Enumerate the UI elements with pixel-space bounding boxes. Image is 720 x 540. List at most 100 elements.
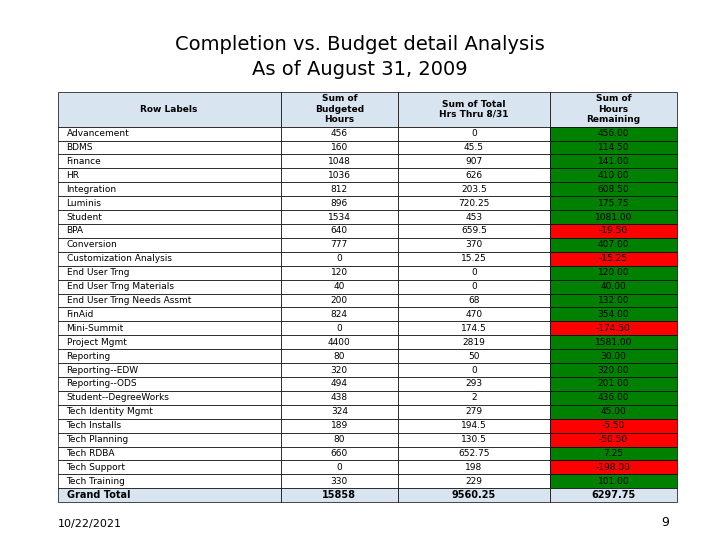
Text: Completion vs. Budget detail Analysis
As of August 31, 2009: Completion vs. Budget detail Analysis As… — [175, 35, 545, 79]
Text: 50: 50 — [468, 352, 480, 361]
Bar — [398, 363, 550, 377]
Bar — [398, 461, 550, 474]
Text: 10/22/2021: 10/22/2021 — [58, 519, 122, 529]
Bar — [281, 405, 398, 418]
Text: 174.5: 174.5 — [461, 324, 487, 333]
Bar — [398, 391, 550, 405]
Bar — [281, 349, 398, 363]
Text: 160: 160 — [330, 143, 348, 152]
Bar — [550, 418, 677, 433]
Text: 45.5: 45.5 — [464, 143, 484, 152]
Text: 370: 370 — [465, 240, 482, 249]
Bar — [550, 92, 677, 127]
Bar — [281, 391, 398, 405]
Bar — [281, 294, 398, 307]
Text: 120: 120 — [330, 268, 348, 277]
Text: -15.25: -15.25 — [599, 254, 628, 264]
Bar — [281, 433, 398, 447]
Text: HR: HR — [66, 171, 79, 180]
Bar — [398, 140, 550, 154]
Text: 0: 0 — [471, 282, 477, 291]
Text: 1048: 1048 — [328, 157, 351, 166]
Bar — [550, 335, 677, 349]
Text: Student--DegreeWorks: Student--DegreeWorks — [66, 393, 169, 402]
Bar — [281, 140, 398, 154]
Text: 640: 640 — [330, 226, 348, 235]
Bar — [58, 238, 281, 252]
Text: 9560.25: 9560.25 — [452, 490, 496, 500]
Text: 0: 0 — [471, 129, 477, 138]
Text: 0: 0 — [336, 463, 342, 472]
Bar — [398, 488, 550, 502]
Bar — [281, 418, 398, 433]
Bar — [550, 447, 677, 461]
Bar — [58, 196, 281, 210]
Text: 4400: 4400 — [328, 338, 351, 347]
Text: Advancement: Advancement — [66, 129, 130, 138]
Bar — [58, 418, 281, 433]
Bar — [550, 183, 677, 196]
Bar — [281, 210, 398, 224]
Text: Reporting: Reporting — [66, 352, 111, 361]
Bar — [550, 294, 677, 307]
Text: 1581.00: 1581.00 — [595, 338, 632, 347]
Bar — [550, 405, 677, 418]
Bar — [58, 210, 281, 224]
Bar — [58, 280, 281, 294]
Bar — [550, 266, 677, 280]
Text: Tech Support: Tech Support — [66, 463, 125, 472]
Bar — [550, 238, 677, 252]
Bar — [281, 92, 398, 127]
Bar — [550, 433, 677, 447]
Bar — [398, 210, 550, 224]
Text: -5.50: -5.50 — [602, 421, 625, 430]
Text: 652.75: 652.75 — [458, 449, 490, 458]
Text: 907: 907 — [465, 157, 482, 166]
Bar — [398, 92, 550, 127]
Bar — [281, 127, 398, 140]
Text: Tech RDBA: Tech RDBA — [66, 449, 115, 458]
Text: Tech Training: Tech Training — [66, 477, 125, 486]
Text: 2: 2 — [471, 393, 477, 402]
Text: Luminis: Luminis — [66, 199, 102, 208]
Text: 330: 330 — [330, 477, 348, 486]
Text: Student: Student — [66, 213, 102, 221]
Bar — [398, 252, 550, 266]
Bar — [58, 183, 281, 196]
Text: 141.00: 141.00 — [598, 157, 629, 166]
Bar — [398, 433, 550, 447]
Bar — [281, 474, 398, 488]
Bar — [281, 266, 398, 280]
Text: 407.00: 407.00 — [598, 240, 629, 249]
Text: 777: 777 — [330, 240, 348, 249]
Text: 40: 40 — [333, 282, 345, 291]
Text: 1081.00: 1081.00 — [595, 213, 632, 221]
Bar — [550, 488, 677, 502]
Bar — [58, 127, 281, 140]
Text: 200: 200 — [330, 296, 348, 305]
Bar — [281, 183, 398, 196]
Text: 130.5: 130.5 — [461, 435, 487, 444]
Bar — [550, 377, 677, 391]
Text: 80: 80 — [333, 352, 345, 361]
Text: 453: 453 — [465, 213, 482, 221]
Bar — [281, 168, 398, 183]
Bar — [281, 488, 398, 502]
Bar — [398, 168, 550, 183]
Bar — [550, 168, 677, 183]
Bar — [281, 377, 398, 391]
Text: 354.00: 354.00 — [598, 310, 629, 319]
Text: 456: 456 — [330, 129, 348, 138]
Text: Customization Analysis: Customization Analysis — [66, 254, 171, 264]
Text: -198.00: -198.00 — [596, 463, 631, 472]
Text: 15.25: 15.25 — [461, 254, 487, 264]
Bar — [550, 307, 677, 321]
Text: 132.00: 132.00 — [598, 296, 629, 305]
Bar — [398, 266, 550, 280]
Bar — [398, 474, 550, 488]
Bar — [550, 210, 677, 224]
Bar — [550, 224, 677, 238]
Bar — [281, 447, 398, 461]
Text: Sum of
Hours
Remaining: Sum of Hours Remaining — [586, 94, 640, 124]
Text: 494: 494 — [330, 380, 348, 388]
